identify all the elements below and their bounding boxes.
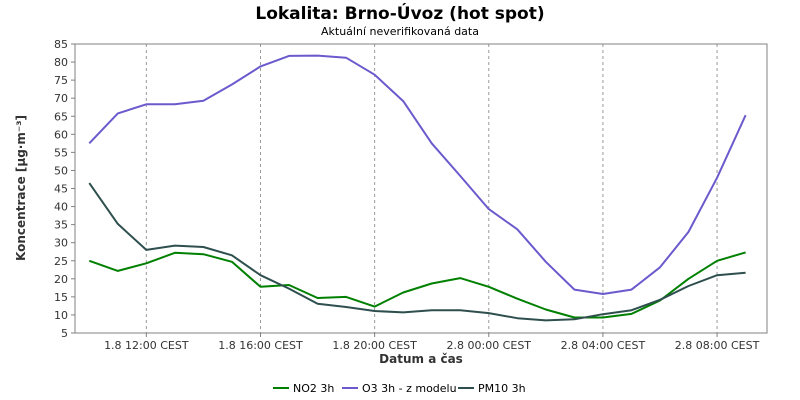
series-line-1 xyxy=(88,54,747,295)
y-tick-label: 10 xyxy=(54,309,68,322)
series-line-2 xyxy=(88,182,746,322)
x-tick-label: 1.8 16:00 CEST xyxy=(218,339,303,352)
y-tick-label: 50 xyxy=(54,164,68,177)
y-tick-label: 45 xyxy=(54,183,68,196)
series-line-0 xyxy=(88,251,746,319)
y-tick-label: 30 xyxy=(54,237,68,250)
y-tick-label: 75 xyxy=(54,74,68,87)
x-tick-label: 1.8 12:00 CEST xyxy=(104,339,189,352)
plot-area xyxy=(74,43,768,334)
y-tick-label: 25 xyxy=(54,255,68,268)
legend: NO2 3h O3 3h - z modelu PM10 3h xyxy=(273,382,526,395)
legend-label: PM10 3h xyxy=(478,382,526,395)
y-tick-label: 20 xyxy=(54,273,68,286)
grid-lines xyxy=(145,44,718,333)
chart-subtitle: Aktuální neverifikovaná data xyxy=(321,25,479,38)
legend-label: O3 3h - z modelu xyxy=(362,382,457,395)
x-axis-ticks: 1.8 12:00 CEST 1.8 16:00 CEST 1.8 20:00 CE… xyxy=(104,333,760,352)
y-tick-label: 80 xyxy=(54,56,68,69)
y-axis-label: Koncentrace [µg·m⁻³] xyxy=(14,115,28,261)
x-tick-label: 2.8 08:00 CEST xyxy=(675,339,760,352)
y-tick-label: 85 xyxy=(54,38,68,51)
y-axis-ticks: 5 10 15 20 25 30 35 40 45 50 55 60 65 70 75 80 85 xyxy=(54,38,75,340)
x-tick-label: 2.8 00:00 CEST xyxy=(447,339,532,352)
y-tick-label: 60 xyxy=(54,128,68,141)
y-tick-label: 5 xyxy=(61,327,68,340)
y-tick-label: 15 xyxy=(54,291,68,304)
y-tick-label: 70 xyxy=(54,92,68,105)
x-tick-label: 1.8 20:00 CEST xyxy=(332,339,417,352)
x-axis-label: Datum a čas xyxy=(379,352,463,366)
series-lines xyxy=(88,54,747,322)
x-tick-label: 2.8 04:00 CEST xyxy=(561,339,646,352)
y-tick-label: 55 xyxy=(54,146,68,159)
y-tick-label: 35 xyxy=(54,219,68,232)
legend-label: NO2 3h xyxy=(293,382,334,395)
chart-title: Lokalita: Brno-Úvoz (hot spot) xyxy=(255,2,544,24)
y-tick-label: 40 xyxy=(54,201,68,214)
y-tick-label: 65 xyxy=(54,110,68,123)
